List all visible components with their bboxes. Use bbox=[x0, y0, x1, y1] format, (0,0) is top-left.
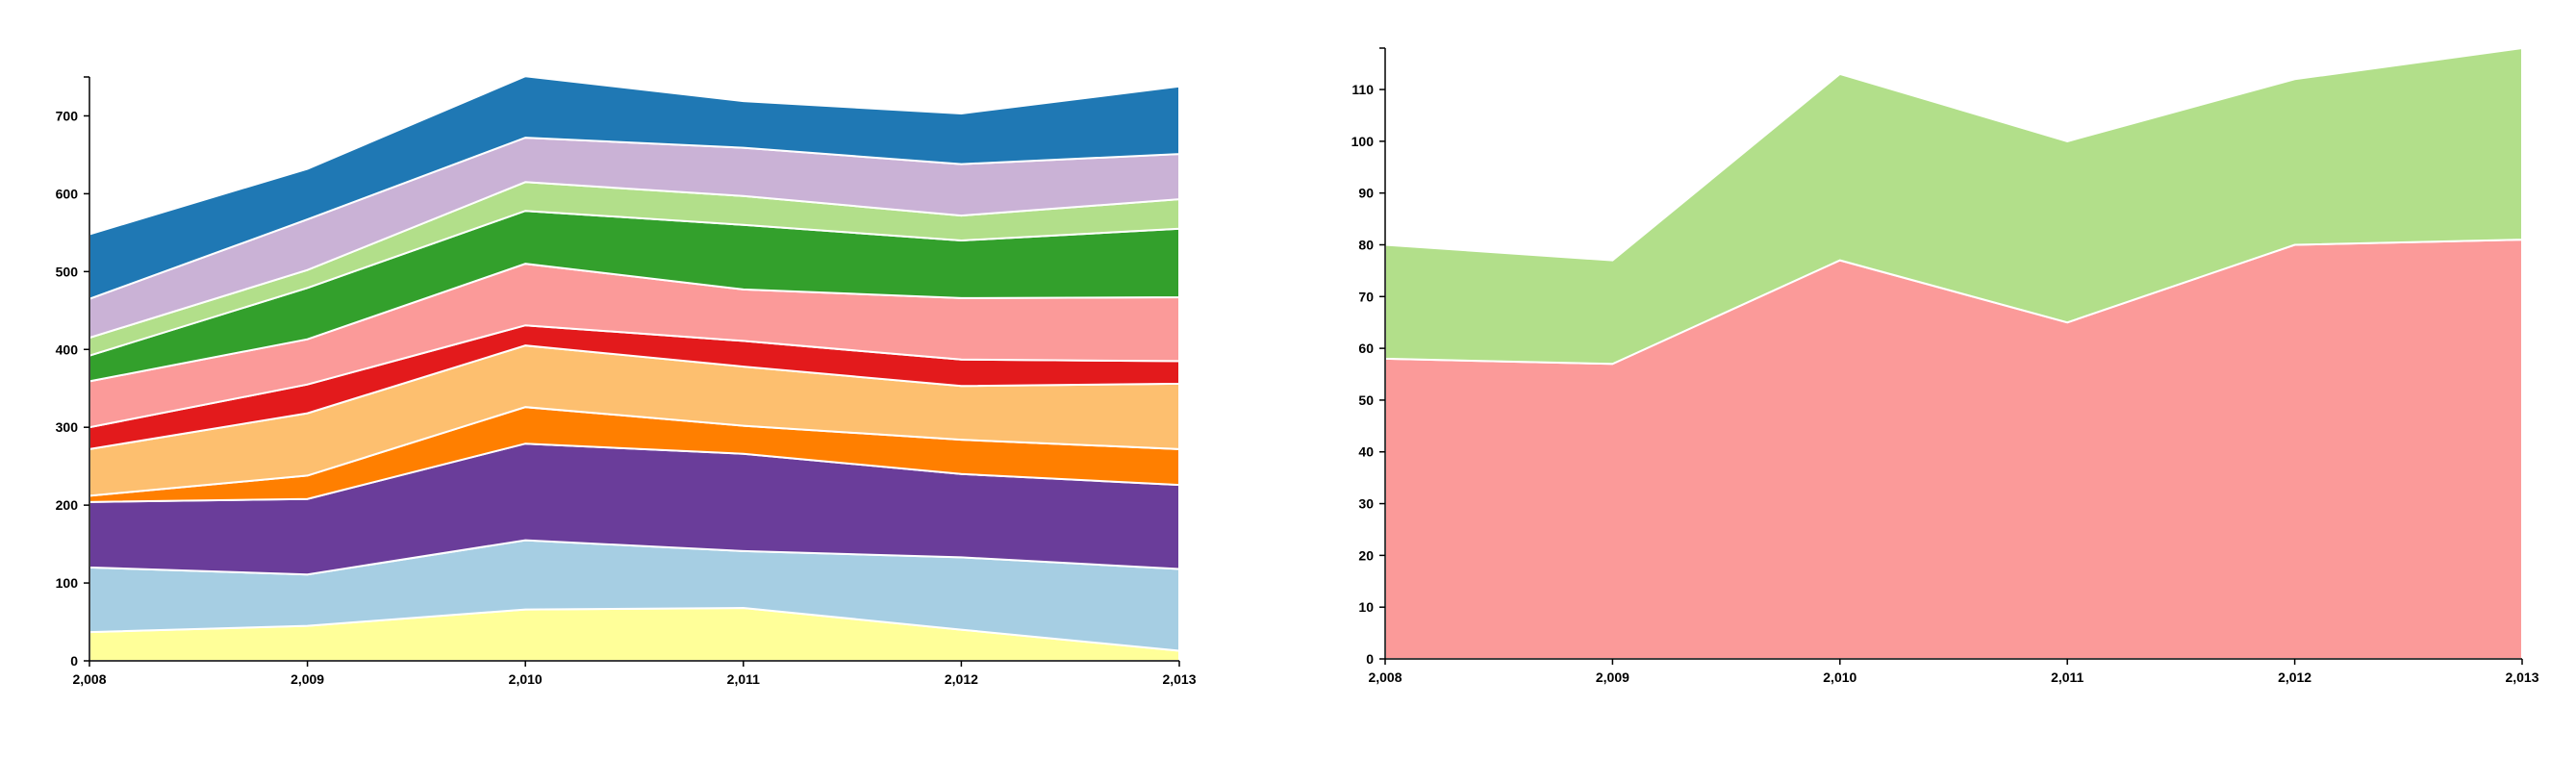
y-tick-label: 200 bbox=[56, 497, 79, 513]
y-tick-label: 0 bbox=[70, 653, 78, 669]
x-tick-label: 2,013 bbox=[1162, 671, 1196, 687]
x-tick-label: 2,012 bbox=[2278, 670, 2311, 685]
y-tick-label: 100 bbox=[1351, 134, 1375, 149]
x-tick-label: 2,012 bbox=[945, 671, 978, 687]
stacked-area-chart-left: 0 100 200 300 400 500 600 700 2,008 2,009 2,010 2,0… bbox=[56, 75, 1197, 687]
y-tick-label: 90 bbox=[1358, 186, 1374, 201]
y-tick-label: 0 bbox=[1366, 651, 1374, 667]
area-layer-11 bbox=[88, 75, 1180, 301]
x-tick-label: 2,011 bbox=[727, 671, 760, 687]
y-tick-label: 400 bbox=[56, 341, 79, 357]
y-tick-label: 300 bbox=[56, 419, 79, 435]
x-tick-label: 2,011 bbox=[2051, 670, 2084, 685]
y-tick-label: 20 bbox=[1358, 547, 1374, 563]
y-tick-label: 100 bbox=[56, 575, 79, 591]
y-tick-label: 600 bbox=[56, 186, 79, 201]
y-tick-label: 500 bbox=[56, 264, 79, 279]
y-tick-label: 70 bbox=[1358, 289, 1374, 304]
y-tick-label: 700 bbox=[56, 108, 79, 123]
y-tick-label: 30 bbox=[1358, 496, 1374, 512]
x-tick-label: 2,009 bbox=[1596, 670, 1629, 685]
stacked-area-chart-right: 0 10 20 30 40 50 60 70 80 90 100 110 2,008 2,009 2,010… bbox=[1351, 46, 2539, 685]
x-tick-label: 2,010 bbox=[1823, 670, 1856, 685]
area-layer-2 bbox=[1384, 46, 2523, 366]
x-tick-label: 2,013 bbox=[2505, 670, 2538, 685]
y-tick-label: 40 bbox=[1358, 444, 1374, 460]
y-tick-label: 80 bbox=[1358, 237, 1374, 252]
x-tick-label: 2,009 bbox=[290, 671, 324, 687]
y-tick-label: 110 bbox=[1351, 82, 1374, 97]
x-tick-label: 2,010 bbox=[509, 671, 543, 687]
x-tick-label: 2,008 bbox=[72, 671, 106, 687]
x-tick-label: 2,008 bbox=[1368, 670, 1402, 685]
y-tick-label: 10 bbox=[1358, 599, 1374, 615]
y-tick-label: 60 bbox=[1358, 341, 1374, 356]
y-tick-label: 50 bbox=[1358, 392, 1374, 408]
